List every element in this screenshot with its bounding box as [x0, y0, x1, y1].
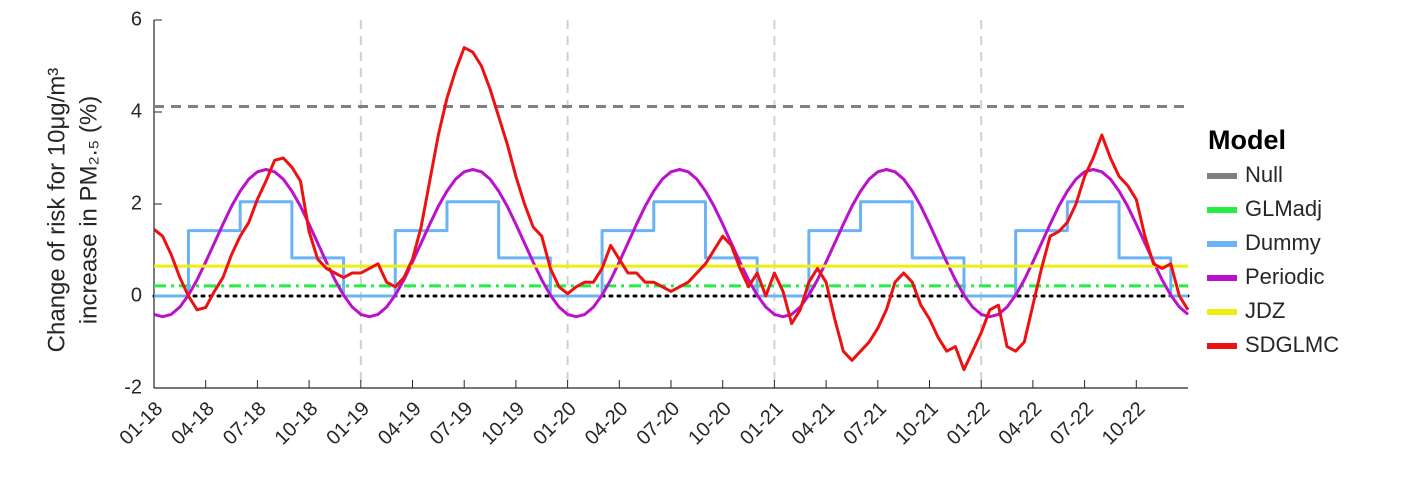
x-tick-label: 07-19 — [426, 398, 478, 450]
x-tick-label: 01-20 — [529, 398, 581, 450]
y-tick-label: 2 — [131, 192, 142, 214]
x-tick-label: 07-21 — [839, 398, 891, 450]
y-tick-label: -2 — [124, 376, 142, 398]
legend-label: Periodic — [1245, 264, 1324, 289]
series-line — [153, 46, 1190, 372]
x-tick-label: 04-22 — [994, 398, 1046, 450]
y-tick-label: 0 — [131, 284, 142, 306]
x-tick-label: 10-19 — [477, 398, 529, 450]
legend-title: Model — [1208, 125, 1286, 155]
x-tick-label: 04-21 — [788, 398, 840, 450]
x-tick-label: 07-18 — [219, 398, 271, 450]
x-tick-label: 10-20 — [684, 398, 736, 450]
y-axis-label: increase in PM₂.₅ (%) — [75, 96, 102, 324]
x-tick-label: 07-20 — [633, 398, 685, 450]
legend-label: JDZ — [1245, 298, 1285, 323]
series-line — [154, 200, 1188, 298]
x-tick-label: 10-18 — [271, 398, 323, 450]
legend-label: GLMadj — [1245, 196, 1322, 221]
legend-label: SDGLMC — [1245, 332, 1339, 357]
x-tick-label: 04-19 — [374, 398, 426, 450]
y-tick-label: 6 — [131, 8, 142, 30]
legend-label: Dummy — [1245, 230, 1321, 255]
x-tick-label: 01-22 — [943, 398, 995, 450]
x-tick-label: 01-21 — [736, 398, 788, 450]
legend-label: Null — [1245, 162, 1283, 187]
x-tick-label: 04-20 — [581, 398, 633, 450]
x-tick-label: 10-22 — [1098, 398, 1150, 450]
x-tick-label: 10-21 — [891, 398, 943, 450]
y-tick-label: 4 — [131, 100, 142, 122]
x-tick-label: 04-18 — [167, 398, 219, 450]
x-tick-label: 01-18 — [116, 398, 168, 450]
y-axis-label: Change of risk for 10μg/m³ — [43, 68, 70, 353]
x-tick-label: 07-22 — [1046, 398, 1098, 450]
series-line — [153, 168, 1189, 319]
x-tick-label: 01-19 — [322, 398, 374, 450]
